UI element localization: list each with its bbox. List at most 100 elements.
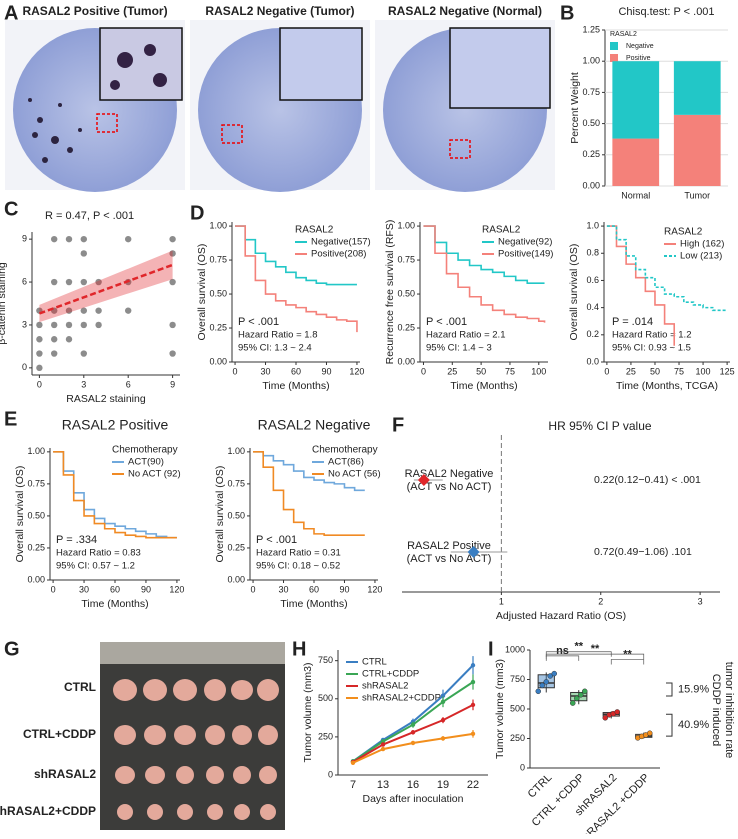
point bbox=[574, 695, 580, 702]
x-tick-label: 50 bbox=[650, 366, 660, 376]
point bbox=[36, 336, 43, 343]
roi bbox=[96, 113, 118, 133]
x-tick-label: 60 bbox=[309, 584, 319, 594]
survival-curve bbox=[253, 451, 365, 536]
y-tick-label: 9 bbox=[22, 234, 27, 244]
survival-curve bbox=[235, 225, 358, 333]
inset bbox=[449, 27, 551, 109]
x-tick-label: 25 bbox=[447, 366, 457, 376]
x-tick-label: 100 bbox=[531, 366, 546, 376]
x-tick-label: 50 bbox=[476, 366, 486, 376]
x-tick-label: 100 bbox=[696, 366, 711, 376]
point bbox=[440, 736, 446, 741]
y-tick-label: 3 bbox=[22, 319, 27, 329]
x-tick-label: 90 bbox=[141, 584, 151, 594]
point bbox=[125, 235, 132, 243]
point bbox=[51, 350, 58, 357]
tumors bbox=[113, 679, 279, 820]
point bbox=[65, 235, 73, 243]
legend-label: CTRL+CDDP bbox=[362, 669, 419, 680]
x-tick-label: 1 bbox=[499, 596, 504, 606]
point bbox=[65, 307, 73, 314]
point bbox=[470, 702, 476, 708]
photo-label: shRASAL2 bbox=[34, 767, 96, 781]
point bbox=[65, 336, 73, 343]
point bbox=[51, 278, 58, 286]
point bbox=[440, 717, 446, 723]
x-tick-label: 60 bbox=[291, 366, 301, 376]
annotation: 95% CI: 0.93 ~ 1.5 bbox=[612, 343, 691, 354]
x-tick-label: 30 bbox=[279, 584, 289, 594]
point bbox=[125, 307, 132, 314]
x-tick-label: 16 bbox=[407, 779, 419, 791]
photo-label: shRASAL2+CDDP bbox=[0, 804, 96, 818]
legend-title: RASAL2 bbox=[664, 227, 703, 238]
chart-title: RASAL2 Negative bbox=[258, 417, 371, 433]
y-tick-label: 0 bbox=[520, 762, 525, 772]
legend-swatch bbox=[610, 42, 618, 50]
stain-dots bbox=[28, 98, 82, 163]
y-tick-label: 0.25 bbox=[397, 322, 415, 332]
point bbox=[95, 321, 102, 329]
point bbox=[543, 679, 549, 685]
y-tick-label: 0.50 bbox=[27, 510, 45, 520]
point bbox=[95, 307, 102, 314]
x-tick-label: Tumor bbox=[684, 190, 710, 200]
bracket bbox=[545, 653, 645, 660]
hr-point bbox=[467, 546, 480, 558]
x-tick-label: CTRL bbox=[526, 772, 555, 801]
trend-line bbox=[38, 263, 174, 315]
y-tick-label: 1.00 bbox=[27, 446, 45, 456]
y-tick-label: 0.25 bbox=[27, 542, 45, 552]
point bbox=[410, 722, 416, 727]
legend-label: ACT(90) bbox=[128, 457, 164, 468]
point bbox=[410, 740, 416, 746]
annotation: 95% CI: 0.18 ~ 0.52 bbox=[256, 561, 340, 572]
y-tick-label: 0.00 bbox=[209, 356, 227, 366]
point bbox=[65, 278, 73, 286]
x-tick-label: 75 bbox=[674, 366, 684, 376]
rate-label: 15.9% bbox=[678, 683, 709, 695]
y-tick-label: 0.2 bbox=[586, 329, 599, 339]
row-label: RASAL2 Negative bbox=[405, 468, 494, 480]
legend-label: shRASAL2+CDDP bbox=[362, 693, 441, 704]
x-axis-label: Adjusted Hazard Ratio (OS) bbox=[496, 610, 626, 622]
annotation: Hazard Ratio = 1.8 bbox=[238, 330, 317, 341]
survival-curve bbox=[53, 451, 177, 539]
y-axis-label: Tumor volume (mm3) bbox=[302, 663, 314, 763]
point bbox=[51, 336, 58, 343]
bar-segment bbox=[612, 61, 660, 139]
x-axis-label: Time (Months, TCGA) bbox=[616, 380, 718, 392]
x-tick-label: 19 bbox=[437, 779, 449, 791]
legend-title: RASAL2 bbox=[295, 225, 334, 236]
x-tick-label: 3 bbox=[698, 596, 703, 606]
tumor-photo bbox=[100, 642, 285, 830]
y-tick-label: 500 bbox=[318, 693, 333, 703]
point bbox=[350, 760, 356, 766]
y-tick-label: 1.0 bbox=[586, 220, 599, 230]
y-tick-label: 1.00 bbox=[397, 220, 415, 230]
point bbox=[602, 715, 608, 721]
point bbox=[380, 739, 386, 744]
y-axis-label: Tumor volume (mm3) bbox=[494, 659, 506, 759]
x-tick-label: 0 bbox=[604, 366, 609, 376]
annotation: R = 0.47, P < .001 bbox=[45, 210, 134, 222]
y-axis-label: Percent Weight bbox=[569, 72, 581, 144]
point bbox=[65, 321, 73, 329]
inset-stain bbox=[110, 44, 167, 90]
y-tick-label: 250 bbox=[318, 731, 333, 741]
y-tick-label: 0.75 bbox=[582, 87, 600, 97]
annotation: P < .001 bbox=[256, 534, 297, 546]
panel-label: B bbox=[560, 2, 574, 24]
point bbox=[95, 278, 102, 286]
y-tick-label: 500 bbox=[510, 703, 525, 713]
annotation: Hazard Ratio = 0.83 bbox=[56, 548, 141, 559]
point bbox=[169, 350, 176, 357]
point bbox=[80, 278, 88, 286]
x-tick-label: 120 bbox=[169, 584, 184, 594]
significance: ** bbox=[591, 643, 600, 655]
x-tick-label: 7 bbox=[350, 779, 356, 791]
y-tick-label: 0.25 bbox=[227, 542, 245, 552]
y-tick-label: 1.25 bbox=[582, 24, 600, 34]
row-label: (ACT vs No ACT) bbox=[407, 481, 492, 493]
